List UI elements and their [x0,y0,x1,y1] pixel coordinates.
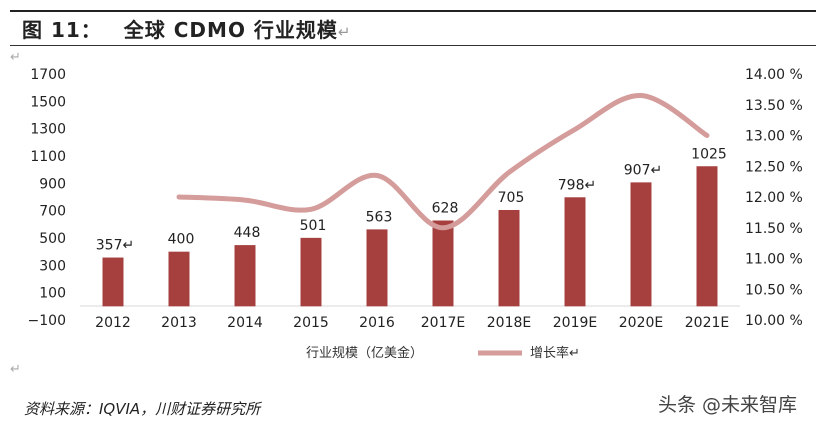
legend-bar-label: 行业规模（亿美金） [306,345,423,361]
left-tick-label: 300 [39,258,66,274]
right-axis: 10.00 % 10.50 % 11.00 % 11.50 % 12.00 % 12.50… [745,67,803,329]
left-axis: −100 100 300 500 700 900 1100 1300 1500 1700 [28,67,66,329]
left-tick-label: 500 [39,231,66,247]
x-tick-label: 2014 [227,315,263,331]
bar-value-label: 628 [432,201,459,217]
title-rule [10,45,816,46]
bar-2016 [366,229,388,307]
return-mark-top: ↵ [10,50,21,65]
return-mark-bottom: ↵ [10,362,21,377]
growth-rate-line [176,93,710,231]
x-tick-label: 2017E [421,315,465,331]
source-note: 资料来源：IQVIA，川财证券研究所 [24,400,261,418]
figure-label: 图 11： [22,18,102,42]
bar-value-label: 563 [366,209,393,225]
bar-2021E [696,166,718,307]
x-tick-label: 2015 [293,315,329,331]
x-tick-label: 2019E [553,315,597,331]
x-axis: 2012 2013 2014 2015 2016 2017E 2018E 2019E 2020E… [95,315,729,331]
bar-value-label: 357↵ [96,238,134,254]
bar-value-label: 705 [498,190,525,206]
bar-2020E [630,182,652,307]
x-tick-label: 2020E [619,315,663,331]
bar-value-label: 501 [300,218,327,234]
right-tick-label: 11.50 % [745,221,803,237]
legend: 行业规模（亿美金） 增长率↵ [306,345,580,361]
return-mark: ↵ [337,23,352,41]
bar-value-label: 907↵ [624,162,662,178]
left-tick-label: 1700 [30,67,66,83]
legend-line-label: 增长率↵ [530,345,580,361]
right-tick-label: 10.00 % [745,313,803,329]
x-tick-label: 2012 [95,315,131,331]
right-tick-label: 12.50 % [745,159,803,175]
bar-value-labels: 357↵ 400 448 501 563 628 705 798↵ 907↵ 1025 [96,146,727,253]
bar-value-label: 448 [234,225,261,241]
bar-2019E [564,197,586,307]
right-tick-label: 13.00 % [745,129,803,145]
x-tick-label: 2018E [487,315,531,331]
right-tick-label: 12.00 % [745,190,803,206]
bar-value-label: 798↵ [558,177,596,193]
left-tick-label: −100 [28,313,66,329]
right-tick-label: 13.50 % [745,98,803,114]
right-tick-label: 14.00 % [745,67,803,83]
watermark: 头条 @未来智库 [658,394,798,416]
x-tick-label: 2013 [161,315,197,331]
bar-2014 [234,245,256,307]
left-tick-label: 100 [39,286,66,302]
figure-title: 图 11： 全球 CDMO 行业规模↵ [22,14,351,43]
bar-series [102,166,718,307]
left-tick-label: 1300 [30,122,66,138]
left-tick-label: 900 [39,176,66,192]
x-tick-label: 2016 [359,315,395,331]
left-tick-label: 700 [39,204,66,220]
bar-value-label: 400 [168,232,195,248]
bar-2015 [300,237,322,307]
right-tick-label: 11.00 % [745,252,803,268]
bar-2017E [432,220,454,307]
left-tick-label: 1100 [30,149,66,165]
bar-2012 [102,257,124,307]
bar-2013 [168,251,190,307]
left-tick-label: 1500 [30,94,66,110]
right-tick-label: 10.50 % [745,282,803,298]
bar-2018E [498,209,520,307]
x-tick-label: 2021E [685,315,729,331]
title-text: 全球 CDMO 行业规模 [123,18,338,42]
bar-value-label: 1025 [691,146,727,162]
top-rule [10,10,816,12]
